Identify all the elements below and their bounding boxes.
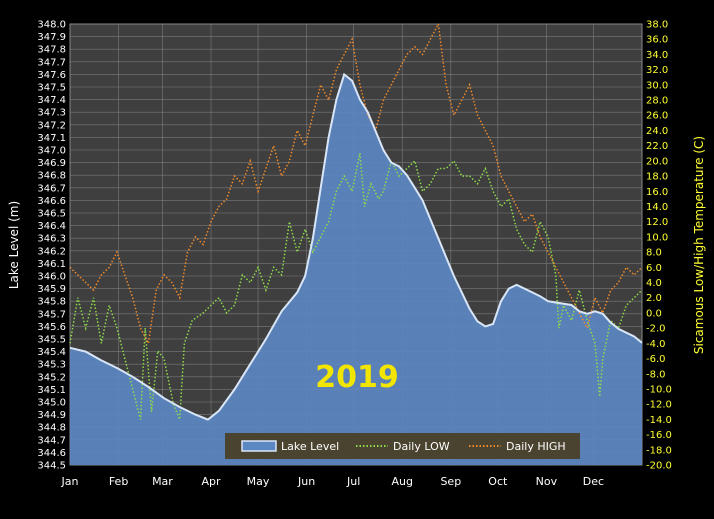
legend-label-daily-low: Daily LOW	[393, 440, 450, 453]
right-tick-label: 12.0	[646, 217, 668, 228]
left-tick-label: 345.9	[37, 284, 66, 295]
right-tick-label: -2.0	[646, 324, 666, 335]
right-tick-label: -8.0	[646, 369, 666, 380]
right-tick-label: 20.0	[646, 156, 668, 167]
right-tick-label: -12.0	[646, 400, 672, 411]
x-tick-label-apr: Apr	[202, 475, 222, 488]
left-tick-label: 347.3	[37, 108, 66, 119]
x-tick-label-mar: Mar	[152, 475, 173, 488]
right-tick-label: -6.0	[646, 354, 666, 365]
series-lake-level-area	[70, 74, 642, 466]
right-tick-label: -16.0	[646, 430, 672, 441]
right-tick-label: 2.0	[646, 293, 662, 304]
series-lake-level-line	[69, 72, 643, 421]
left-tick-label: 347.7	[37, 57, 66, 68]
left-tick-label: 348.0	[37, 20, 66, 31]
legend: Lake Level Daily LOW Daily HIGH	[225, 433, 580, 459]
x-tick-label-jan: Jan	[61, 475, 79, 488]
left-tick-label: 347.2	[37, 120, 66, 131]
right-tick-label: 32.0	[646, 65, 668, 76]
legend-box	[225, 433, 580, 459]
right-tick-label: -14.0	[646, 415, 672, 426]
left-tick-label: 345.7	[37, 309, 66, 320]
left-tick-label: 346.8	[37, 171, 66, 182]
left-tick-label: 344.6	[37, 448, 66, 459]
left-tick-label: 347.5	[37, 83, 66, 94]
left-tick-label: 345.0	[37, 398, 66, 409]
left-tick-label: 344.7	[37, 435, 66, 446]
left-tick-label: 345.1	[37, 385, 66, 396]
right-tick-label: 38.0	[646, 20, 668, 31]
right-tick-label: 10.0	[646, 232, 668, 243]
left-tick-label: 345.8	[37, 297, 66, 308]
left-tick-label: 346.3	[37, 234, 66, 245]
left-tick-label: 346.1	[37, 259, 66, 270]
left-tick-label: 344.5	[37, 461, 66, 472]
left-tick-label: 345.5	[37, 335, 66, 346]
right-tick-label: 16.0	[646, 187, 668, 198]
x-tick-label-aug: Aug	[391, 475, 412, 488]
right-tick-label: 0.0	[646, 308, 662, 319]
left-tick-label: 345.2	[37, 372, 66, 383]
left-tick-label: 344.9	[37, 410, 66, 421]
right-tick-label: -18.0	[646, 445, 672, 456]
left-tick-label: 347.8	[37, 45, 66, 56]
right-tick-label: -10.0	[646, 384, 672, 395]
x-tick-label-dec: Dec	[583, 475, 604, 488]
left-tick-label: 347.6	[37, 70, 66, 81]
right-axis-label: Sicamous Low/High Temperature (C)	[692, 136, 706, 354]
left-tick-label: 346.0	[37, 272, 66, 283]
right-tick-label: 22.0	[646, 141, 668, 152]
left-tick-label: 346.5	[37, 209, 66, 220]
right-tick-label: 36.0	[646, 35, 668, 46]
left-tick-label: 346.7	[37, 183, 66, 194]
left-tick-label: 344.8	[37, 423, 66, 434]
series-daily-low-line	[69, 153, 643, 420]
right-tick-label: 14.0	[646, 202, 668, 213]
right-tick-label: -4.0	[646, 339, 666, 350]
x-tick-label-may: May	[247, 475, 270, 488]
x-tick-label-jun: Jun	[297, 475, 315, 488]
right-tick-label: 18.0	[646, 172, 668, 183]
legend-label-lake-level: Lake Level	[281, 440, 339, 453]
right-tick-label: 8.0	[646, 248, 662, 259]
right-tick-label: 24.0	[646, 126, 668, 137]
lake-level-area-layer	[70, 74, 642, 466]
right-tick-label: 34.0	[646, 50, 668, 61]
left-tick-label: 345.4	[37, 347, 66, 358]
right-tick-label: 30.0	[646, 80, 668, 91]
right-tick-label: 6.0	[646, 263, 662, 274]
x-tick-label-feb: Feb	[109, 475, 128, 488]
x-tick-label-oct: Oct	[488, 475, 508, 488]
right-tick-label: 26.0	[646, 111, 668, 122]
left-axis-label: Lake Level (m)	[7, 201, 21, 289]
right-tick-label: 4.0	[646, 278, 662, 289]
legend-swatch-lake-level	[241, 440, 277, 452]
daily-low-layer	[69, 153, 643, 420]
right-tick-label: -20.0	[646, 461, 672, 472]
left-tick-label: 346.9	[37, 158, 66, 169]
year-annotation: 2019	[315, 360, 399, 395]
left-tick-label: 346.2	[37, 246, 66, 257]
left-tick-label: 346.6	[37, 196, 66, 207]
x-axis-ticks: Jan Feb Mar Apr May Jun Jul Aug Sep Oct Nov Dec	[61, 475, 605, 488]
left-tick-label: 345.6	[37, 322, 66, 333]
right-axis-ticks: 38.0 36.0 34.0 32.0 30.0 28.0 26.0 24.0 22.0 20.0…	[646, 20, 672, 472]
left-tick-label: 347.4	[37, 95, 66, 106]
left-tick-label: 347.9	[37, 32, 66, 43]
left-tick-label: 346.4	[37, 221, 66, 232]
x-tick-label-jul: Jul	[346, 475, 360, 488]
left-tick-label: 347.0	[37, 146, 66, 157]
left-tick-label: 347.1	[37, 133, 66, 144]
right-tick-label: 28.0	[646, 96, 668, 107]
x-tick-label-nov: Nov	[536, 475, 558, 488]
left-tick-label: 345.3	[37, 360, 66, 371]
x-tick-label-sep: Sep	[440, 475, 461, 488]
lake-level-line-layer	[69, 72, 643, 421]
legend-label-daily-high: Daily HIGH	[506, 440, 566, 453]
